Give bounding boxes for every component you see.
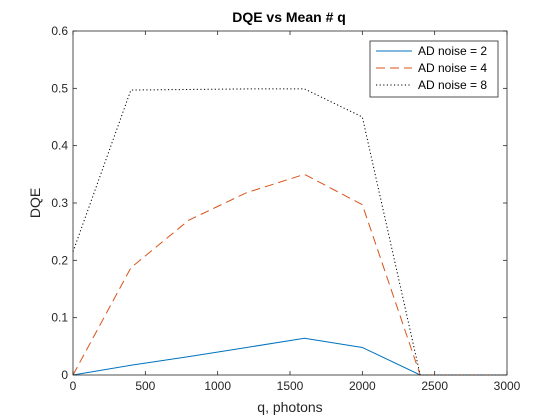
x-tick-label: 1500 (277, 379, 304, 393)
legend-label-1: AD noise = 2 (418, 44, 487, 58)
y-tick-label: 0 (61, 368, 68, 382)
y-axis-label: DQE (27, 188, 43, 218)
chart-title: DQE vs Mean # q (232, 9, 346, 25)
x-tick-label: 500 (135, 379, 155, 393)
x-tick-label: 0 (70, 379, 77, 393)
legend-box (369, 40, 499, 98)
x-tick-label: 2000 (349, 379, 376, 393)
legend: AD noise = 2 AD noise = 4 AD noise = 8 (369, 40, 499, 98)
y-tick-label: 0.4 (51, 139, 68, 153)
axes-layer: 0 500 1000 1500 2000 2500 3000 0 0.1 0.2 0.3 0.4 0.5… (51, 24, 520, 393)
y-tick-label: 0.6 (51, 24, 68, 38)
legend-label-3: AD noise = 8 (418, 78, 487, 92)
y-tick-label: 0.5 (51, 81, 68, 95)
y-tick-label: 0.2 (51, 253, 68, 267)
legend-label-2: AD noise = 4 (418, 61, 487, 75)
y-tick-label: 0.1 (51, 311, 68, 325)
series-line-3 (72, 88, 507, 376)
x-axis-label: q, photons (257, 399, 322, 415)
x-tick-label: 3000 (494, 379, 521, 393)
x-tick-label: 1000 (204, 379, 231, 393)
y-tick-label: 0.3 (51, 196, 68, 210)
x-tick-label: 2500 (421, 379, 448, 393)
